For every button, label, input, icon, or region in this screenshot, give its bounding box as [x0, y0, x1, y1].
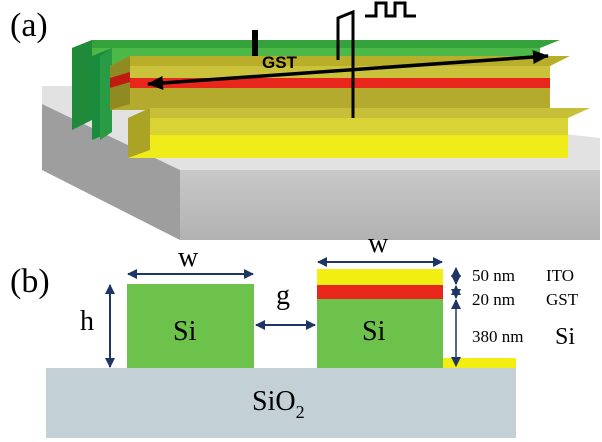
- left-silicon-core: [127, 284, 254, 368]
- layer-label-si: 380 nm Si: [472, 324, 575, 350]
- layer-thickness-ito: 50 nm: [472, 266, 515, 285]
- lower-front-face: [110, 88, 550, 110]
- gap-label: g: [276, 280, 290, 311]
- back-waveguide-top: [72, 40, 560, 48]
- layer-thickness-gst: 20 nm: [472, 290, 515, 309]
- ito-slab-2d: [443, 358, 516, 368]
- gst-layer-2d: [317, 285, 443, 299]
- layer-material-gst: GST: [546, 290, 579, 309]
- back-waveguide-side: [72, 40, 92, 130]
- layer-label-gst: 20 nm GST: [472, 290, 579, 309]
- panel-b: (b) SiO2 Si Si w w h g 50 nm ITO: [10, 228, 579, 438]
- substrate-front-face: [180, 170, 600, 240]
- front-strip-lower: [128, 135, 568, 158]
- layer-thickness-si: 380 nm: [472, 327, 523, 346]
- pulse-train-icon: [365, 1, 416, 18]
- layer-label-ito: 50 nm ITO: [472, 266, 574, 285]
- panel-a-label: (a): [10, 7, 48, 44]
- current-symbol-bar: [252, 30, 258, 56]
- front-strip-front: [128, 118, 568, 135]
- ito-layer-2d: [317, 269, 443, 285]
- width-label-right: w: [368, 228, 389, 259]
- front-strip-end: [128, 108, 150, 158]
- substrate-sio2: [46, 368, 516, 438]
- width-label-left: w: [178, 242, 199, 273]
- left-silicon-block: [92, 48, 112, 140]
- current-arrow: [147, 50, 549, 90]
- substrate-left-face: [42, 104, 180, 240]
- panel-a: (a): [10, 1, 600, 240]
- current-subscript: GST: [262, 53, 298, 72]
- layer-material-si: Si: [555, 324, 575, 350]
- right-silicon-core: [317, 299, 443, 368]
- layer-material-ito: ITO: [546, 266, 574, 285]
- left-core-label: Si: [173, 316, 197, 347]
- front-strip-top: [128, 108, 590, 118]
- substrate-label: SiO2: [252, 386, 305, 422]
- right-core-label: Si: [362, 316, 386, 347]
- front-ito-strip: [128, 108, 590, 158]
- panel-b-label: (b): [10, 263, 50, 300]
- height-label: h: [80, 306, 94, 337]
